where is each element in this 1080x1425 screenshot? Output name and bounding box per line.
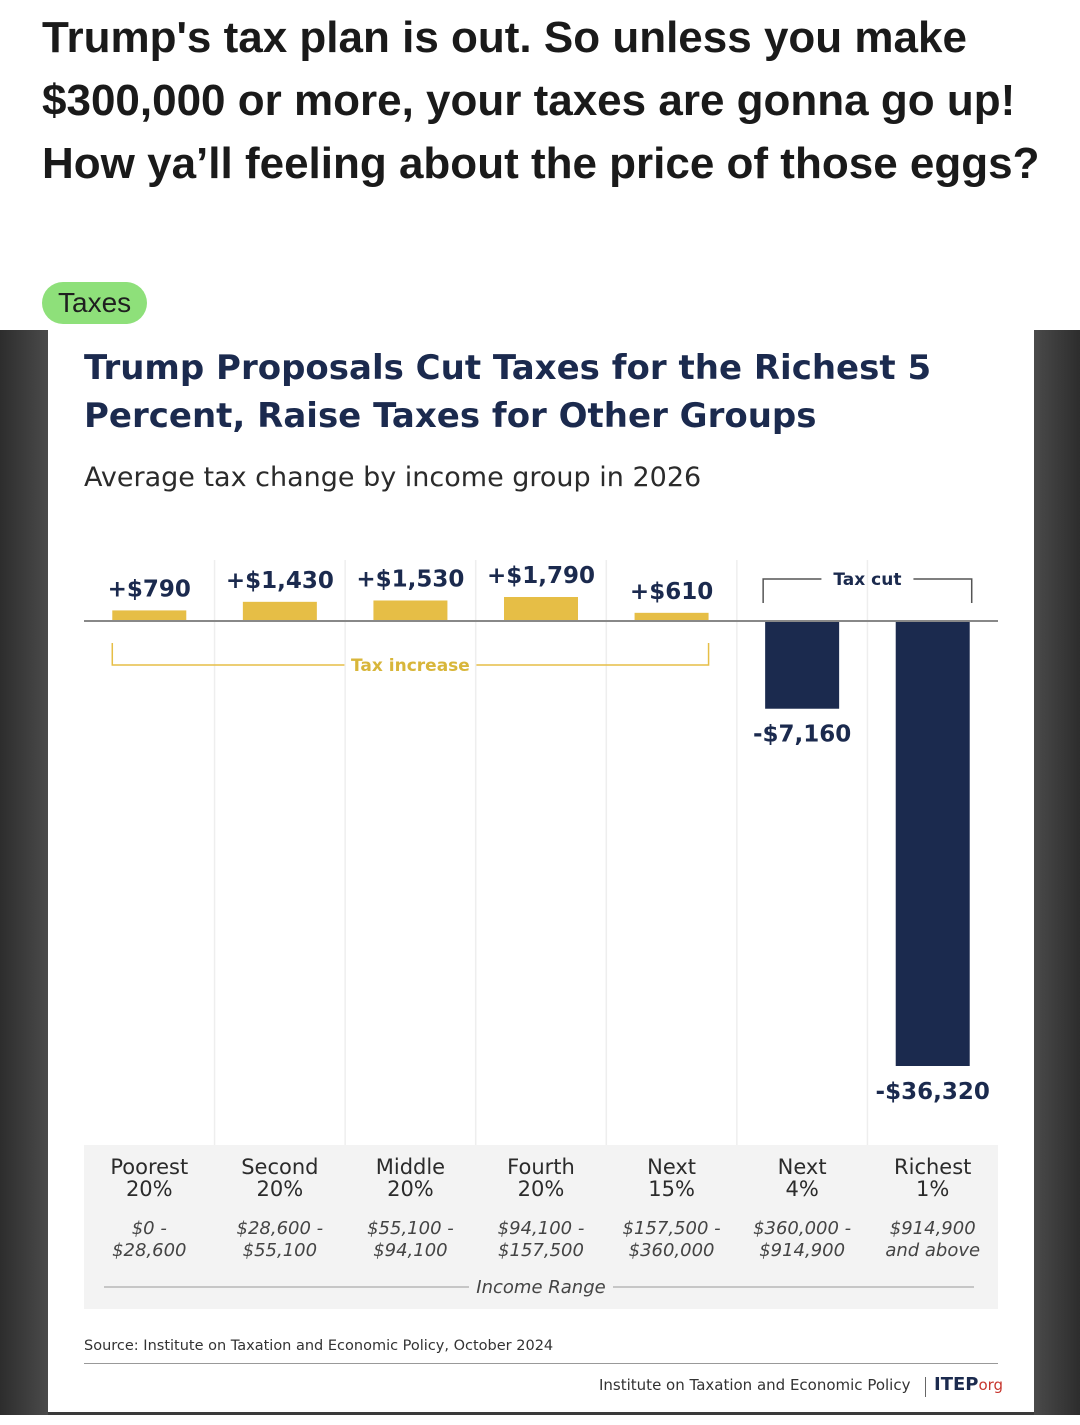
bar-increase xyxy=(373,600,448,621)
category-label: 1% xyxy=(916,1177,949,1201)
source-note: Source: Institute on Taxation and Econom… xyxy=(84,1338,554,1354)
income-range-label: $360,000 xyxy=(629,1240,715,1261)
bar-cut xyxy=(765,621,840,709)
income-range-label: $157,500 xyxy=(498,1240,584,1261)
income-range-label: $94,100 xyxy=(373,1240,447,1261)
itep-logo-main: ITEP xyxy=(934,1374,979,1395)
category-label: 20% xyxy=(518,1177,565,1201)
category-label: Next xyxy=(647,1155,696,1179)
income-range-label: $28,600 xyxy=(112,1240,186,1261)
income-range-label: $55,100 - xyxy=(367,1218,454,1239)
data-label: -$36,320 xyxy=(876,1079,990,1105)
data-label: +$1,530 xyxy=(356,566,464,592)
data-label: +$1,430 xyxy=(226,568,334,594)
category-label: 4% xyxy=(785,1177,818,1201)
category-label: Second xyxy=(241,1155,318,1179)
category-label: 20% xyxy=(257,1177,304,1201)
category-panel xyxy=(84,1145,998,1309)
chart-title: Trump Proposals Cut Taxes for the Riches… xyxy=(84,348,932,436)
income-range-label: $914,900 xyxy=(759,1240,845,1261)
category-label: Poorest xyxy=(110,1155,188,1179)
data-label: +$1,790 xyxy=(487,563,595,589)
footer-separator xyxy=(925,1377,926,1397)
income-range-label: $914,900 xyxy=(890,1218,976,1239)
category-label: 20% xyxy=(387,1177,434,1201)
post-text: Trump's tax plan is out. So unless you m… xyxy=(42,13,1040,188)
income-range-label: $0 - xyxy=(132,1218,167,1239)
income-range-label: $94,100 - xyxy=(498,1218,585,1239)
category-label: Richest xyxy=(894,1155,971,1179)
data-label: +$790 xyxy=(108,576,191,602)
income-range-label: $157,500 - xyxy=(623,1218,721,1239)
income-range-label: $55,100 xyxy=(243,1240,317,1261)
income-range-label: and above xyxy=(885,1240,980,1261)
bracket-increase xyxy=(111,643,710,666)
bracket-increase-label: Tax increase xyxy=(351,656,470,676)
income-range-label: $360,000 - xyxy=(753,1218,851,1239)
bar-increase xyxy=(634,612,709,621)
itep-logo: ITEPorg xyxy=(934,1374,1003,1395)
xaxis-label: Income Range xyxy=(476,1277,605,1298)
data-label: -$7,160 xyxy=(753,722,851,748)
category-label: 20% xyxy=(126,1177,173,1201)
itep-logo-suffix: org xyxy=(978,1376,1004,1394)
bar-cut xyxy=(895,621,970,1066)
chart-subtitle: Average tax change by income group in 20… xyxy=(84,462,702,493)
category-label: Fourth xyxy=(507,1155,575,1179)
footer-org-name: Institute on Taxation and Economic Polic… xyxy=(599,1376,911,1394)
category-label: 15% xyxy=(648,1177,695,1201)
category-label: Next xyxy=(778,1155,827,1179)
data-label: +$610 xyxy=(630,579,713,605)
bracket-cut xyxy=(762,578,973,603)
bar-increase xyxy=(504,597,578,621)
tag-chip[interactable]: Taxes xyxy=(42,282,148,324)
bar-increase xyxy=(242,601,317,621)
category-label: Middle xyxy=(376,1155,445,1179)
footer-rule xyxy=(84,1363,998,1364)
bar-increase xyxy=(112,610,187,621)
bracket-cut-label: Tax cut xyxy=(833,570,901,590)
income-range-label: $28,600 - xyxy=(237,1218,324,1239)
